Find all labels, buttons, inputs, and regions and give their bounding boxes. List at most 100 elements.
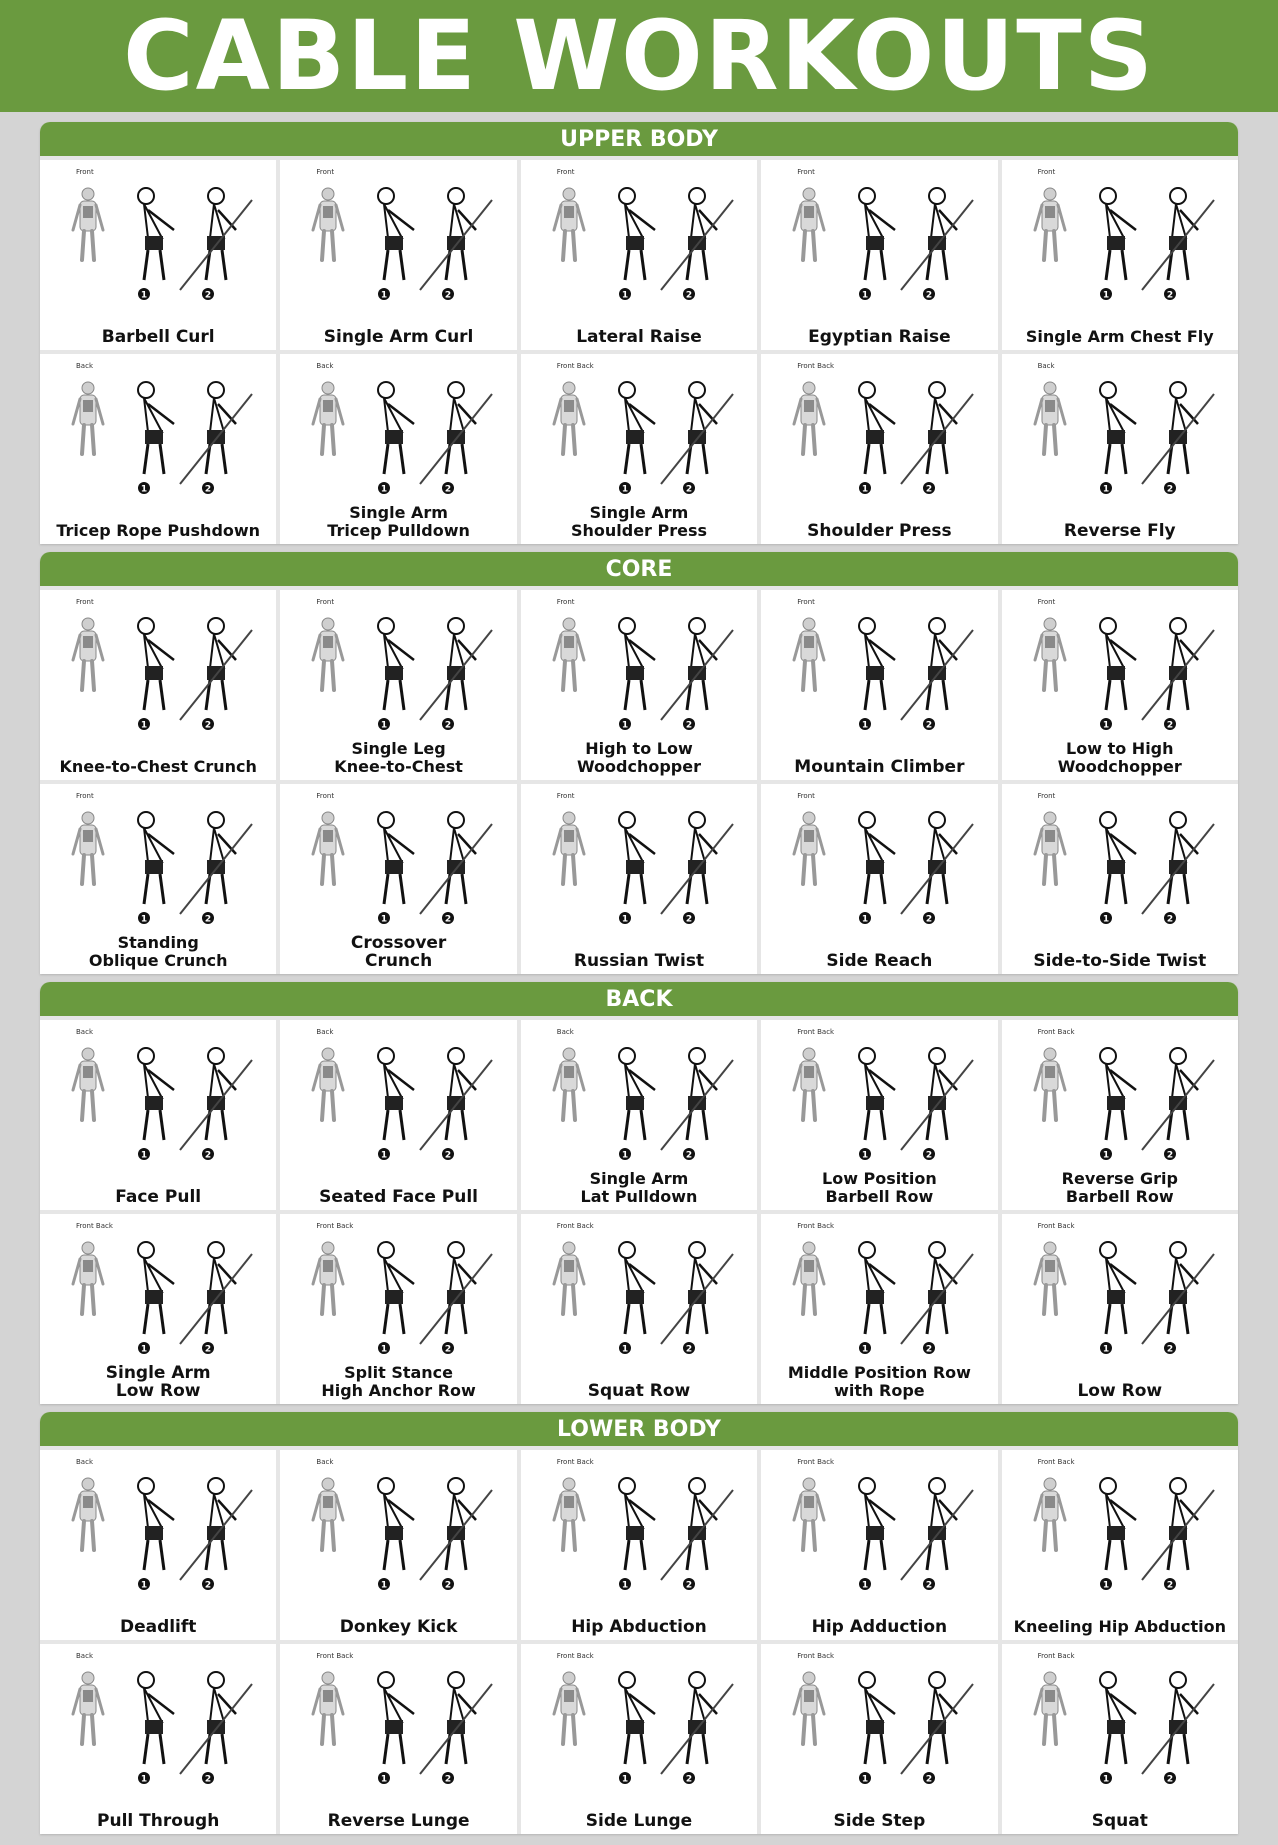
step-number-badge: 2 [682,1148,695,1161]
muscle-map-figure [792,1477,826,1552]
step-number-badge: 2 [682,912,695,925]
muscle-map-figure [71,617,105,692]
athlete-position-1 [617,1047,656,1141]
athlete-position-2 [1166,1241,1199,1335]
exercise-name: Shoulder Press [807,521,952,541]
svg-text:1: 1 [381,1775,387,1785]
athlete-position-1 [137,1671,175,1765]
athlete-position-2 [204,1241,237,1335]
step-number-badge: 1 [138,1148,150,1161]
exercise-name: Russian Twist [573,951,705,971]
step-number-badge: 1 [618,1148,631,1161]
step-number-badge: 1 [378,1342,391,1355]
muscle-map-figure [552,617,586,692]
athlete-position-2 [444,1047,478,1141]
svg-text:2: 2 [1166,1151,1172,1161]
muscle-view-tag: Back [316,1028,334,1036]
athlete-position-1 [617,381,656,475]
exercise-name: Reverse Lunge [327,1811,470,1831]
muscle-map-figure [552,1241,586,1316]
athlete-position-1 [1098,1241,1137,1335]
svg-text:1: 1 [862,1581,868,1591]
exercise-name: Kneeling Hip Abduction [1013,1617,1227,1636]
exercise-card: 1 2 Back Donkey Kick [280,1450,517,1640]
exercise-card: 1 2 Front Back Low Row [1001,1214,1238,1404]
muscle-view-tag: Front [1037,598,1056,606]
svg-text:2: 2 [686,291,692,301]
svg-text:2: 2 [926,1775,932,1785]
exercise-card: 1 2 Front Back Squat [1001,1644,1238,1834]
svg-text:1: 1 [862,1775,868,1785]
muscle-view-tag: Front [76,792,94,800]
athlete-position-1 [617,1477,656,1571]
muscle-map-figure [792,1047,826,1122]
muscle-view-tag: Front Back [797,362,835,370]
athlete-position-1 [858,811,896,905]
step-number-badge: 1 [378,482,391,495]
svg-text:1: 1 [381,1151,387,1161]
athlete-position-1 [1098,1047,1137,1141]
muscle-view-tag: Back [76,362,93,370]
exercise-name: Single Arm Chest Fly [1025,327,1214,346]
athlete-position-1 [137,1047,175,1141]
exercise-card: 1 2 Front Standing Oblique Crunch [40,784,277,974]
exercise-name: Side Lunge [585,1811,693,1831]
exercise-card: 1 2 Front Back Hip Abduction [520,1450,758,1640]
exercise-card: 1 2 Front Back Kneeling Hip Abduction [1001,1450,1238,1640]
step-number-badge: 2 [682,482,695,495]
step-number-badge: 1 [859,1578,872,1591]
athlete-position-1 [617,1671,656,1765]
step-number-badge: 2 [1163,912,1176,925]
athlete-position-2 [444,1671,478,1765]
athlete-position-1 [1098,187,1137,281]
exercise-name: Side Step [833,1811,926,1831]
step-number-badge: 1 [618,912,631,925]
muscle-view-tag: Back [316,362,334,370]
svg-text:2: 2 [445,721,451,731]
svg-text:2: 2 [686,1775,692,1785]
svg-text:2: 2 [686,1151,692,1161]
muscle-view-tag: Front Back [1037,1652,1075,1660]
muscle-map-figure [552,1477,586,1552]
exercise-name: Hip Abduction [571,1617,707,1637]
athlete-position-2 [444,1241,478,1335]
exercise-name: Single Leg Knee-to-Chest [334,739,463,776]
athlete-position-1 [1098,617,1137,711]
exercise-name: Low Position Barbell Row [822,1169,937,1206]
svg-text:2: 2 [445,1775,451,1785]
svg-text:2: 2 [686,1581,692,1591]
athlete-position-1 [137,381,175,475]
athlete-position-1 [617,617,656,711]
step-number-badge: 1 [1099,1148,1112,1161]
exercise-name: Single Arm Curl [323,327,474,347]
svg-text:2: 2 [445,291,451,301]
step-number-badge: 1 [859,1772,872,1785]
step-number-badge: 2 [202,1578,214,1591]
muscle-view-tag: Front [1037,792,1056,800]
step-number-badge: 1 [1099,1578,1112,1591]
step-number-badge: 2 [923,482,936,495]
step-number-badge: 2 [202,288,214,301]
svg-text:1: 1 [141,1775,147,1785]
exercise-card: 1 2 Back Single Arm Tricep Pulldown [280,354,517,544]
athlete-position-1 [137,1477,175,1571]
exercise-name: Single Arm Lat Pulldown [580,1169,698,1206]
step-number-badge: 2 [442,1148,455,1161]
step-number-badge: 2 [1163,1148,1176,1161]
athlete-position-2 [204,1477,237,1571]
muscle-view-tag: Back [316,1458,334,1466]
exercise-card: 1 2 Back Seated Face Pull [280,1020,517,1210]
step-number-badge: 1 [378,1578,391,1591]
muscle-view-tag: Front [316,792,335,800]
muscle-view-tag: Front Back [556,1458,594,1466]
muscle-view-tag: Front Back [556,1222,594,1230]
athlete-position-2 [204,1671,237,1765]
svg-text:2: 2 [926,1581,932,1591]
